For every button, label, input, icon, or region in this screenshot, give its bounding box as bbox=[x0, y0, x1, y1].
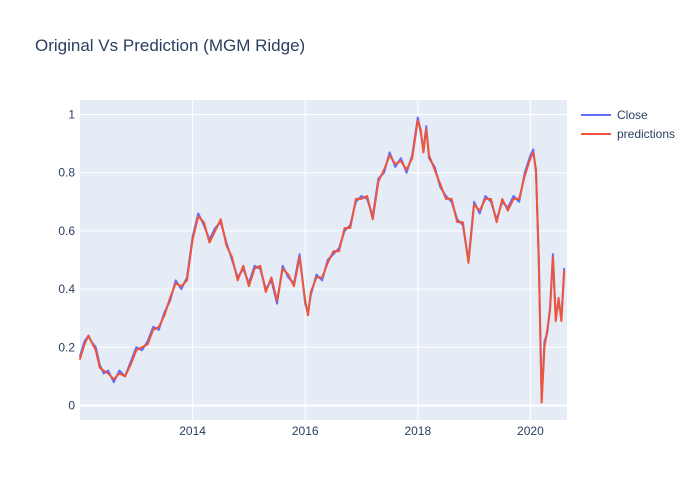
y-tick-label: 1 bbox=[68, 108, 75, 122]
y-tick-label: 0.2 bbox=[58, 340, 75, 354]
y-tick-label: 0.8 bbox=[58, 166, 75, 180]
x-tick-label: 2016 bbox=[292, 424, 319, 438]
y-axis-ticks: 0 0.2 0.4 0.6 0.8 1 bbox=[58, 108, 75, 413]
y-tick-label: 0 bbox=[68, 398, 75, 412]
y-gridlines bbox=[80, 114, 567, 407]
x-tick-label: 2018 bbox=[404, 424, 431, 438]
legend-label: predictions bbox=[617, 127, 675, 141]
y-tick-label: 0.4 bbox=[58, 282, 75, 296]
series-line-predictions bbox=[79, 119, 566, 404]
x-axis-ticks: 2014 2016 2018 2020 bbox=[179, 424, 544, 438]
legend[interactable]: Close predictions bbox=[581, 108, 675, 141]
chart-title: Original Vs Prediction (MGM Ridge) bbox=[35, 36, 305, 55]
plot-area bbox=[80, 100, 567, 420]
x-tick-label: 2020 bbox=[517, 424, 544, 438]
y-tick-label: 0.6 bbox=[58, 224, 75, 238]
series-lines bbox=[79, 116, 566, 404]
legend-item-close[interactable]: Close bbox=[581, 108, 648, 122]
x-tick-label: 2014 bbox=[179, 424, 206, 438]
legend-item-predictions[interactable]: predictions bbox=[581, 127, 675, 141]
legend-label: Close bbox=[617, 108, 648, 122]
